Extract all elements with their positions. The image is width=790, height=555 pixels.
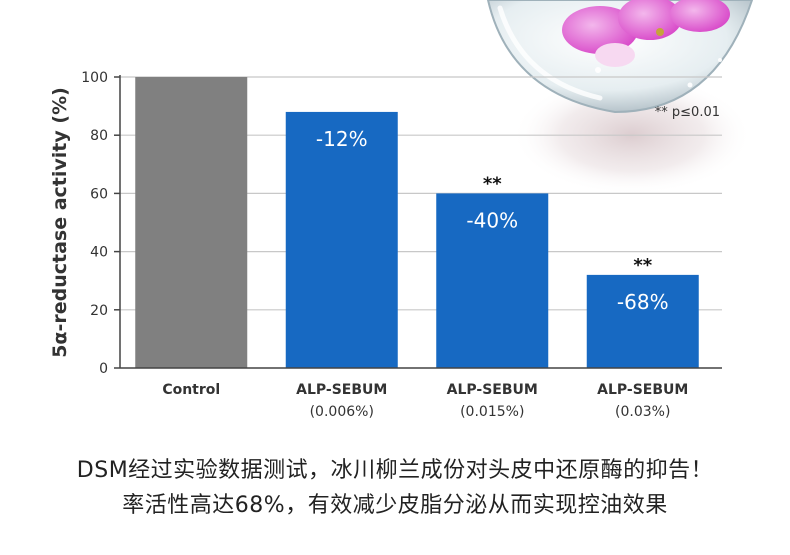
y-tick-label: 40 xyxy=(90,245,108,261)
x-tick-sublabel: (0.03%) xyxy=(615,404,670,420)
bar-chart: 0 20 40 60 80 100 -12% -40% ** -68% ** Control ALP… xyxy=(49,70,722,420)
y-tick-label: 0 xyxy=(99,361,108,377)
bar xyxy=(285,111,398,369)
x-tick-label: Control xyxy=(162,382,220,398)
y-tick-label: 60 xyxy=(90,186,108,202)
y-axis-label: 5α-reductase activity (%) xyxy=(49,87,71,358)
x-tick-label: ALP-SEBUM xyxy=(296,382,387,398)
x-tick-sublabel: (0.015%) xyxy=(460,404,524,420)
bar-value-label: -40% xyxy=(466,208,518,232)
bar-value-label: -68% xyxy=(617,290,669,314)
caption-line-2: 率活性高达68%，有效减少皮脂分泌从而实现控油效果 xyxy=(122,493,668,518)
bar xyxy=(135,77,248,368)
y-tick-label: 80 xyxy=(90,128,108,144)
y-axis-ticks: 0 20 40 60 80 100 xyxy=(81,70,120,377)
x-tick-label: ALP-SEBUM xyxy=(597,382,688,398)
x-tick-sublabel: (0.006%) xyxy=(310,404,374,420)
x-axis-labels: Control ALP-SEBUM (0.006%) ALP-SEBUM (0.015%… xyxy=(162,382,688,420)
significance-note: ** p≤0.01 xyxy=(655,105,720,120)
significance-marker: ** xyxy=(633,255,652,276)
bar-value-label: -12% xyxy=(316,127,368,151)
caption-line-1: DSM经过实验数据测试，冰川柳兰成份对头皮中还原酶的抑告！ xyxy=(76,458,714,483)
x-tick-label: ALP-SEBUM xyxy=(447,382,538,398)
bar xyxy=(586,274,699,368)
significance-marker: ** xyxy=(483,173,502,194)
y-tick-label: 20 xyxy=(90,303,108,319)
bars: -12% -40% ** -68% ** xyxy=(135,77,699,369)
bar xyxy=(436,193,549,368)
y-tick-label: 100 xyxy=(81,70,108,86)
